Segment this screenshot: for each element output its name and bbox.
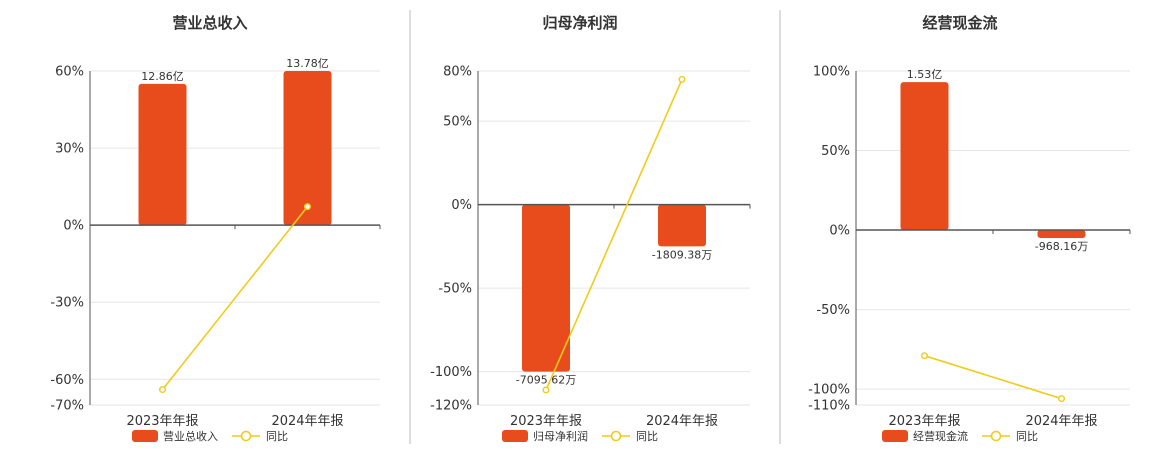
yoy-point-2 xyxy=(678,75,686,83)
legend-bar-label: 经营现金流 xyxy=(913,429,968,443)
legend-bar-label: 归母净利润 xyxy=(533,429,588,443)
x-category-label: 2023年年报 xyxy=(888,414,960,429)
yoy-point-1 xyxy=(921,352,929,360)
y-tick-label: -50% xyxy=(438,282,472,297)
y-tick-label: 0% xyxy=(829,224,850,239)
bar-2 xyxy=(658,204,706,247)
chart-panel-2: 归母净利润 80% 50% 0% -50% -100% -120% -7095.62万 -180… xyxy=(430,14,751,443)
yoy-point-2 xyxy=(1057,395,1065,403)
legend-line-label: 同比 xyxy=(636,430,658,443)
bar-data-label: -968.16万 xyxy=(1035,240,1088,253)
yoy-line xyxy=(924,354,1062,400)
bar-2 xyxy=(1037,230,1086,238)
y-tick-label: -50% xyxy=(816,303,850,318)
chart-title: 经营现金流 xyxy=(922,14,997,32)
yoy-point-2 xyxy=(304,203,312,211)
legend-bar-label: 营业总收入 xyxy=(163,429,218,443)
yoy-line xyxy=(545,79,683,391)
bar-1 xyxy=(522,204,570,372)
chart-panel-1: 营业总收入 60% 30% 0% -30% -60% -70% 12.86亿 13.78亿 202… xyxy=(50,14,381,443)
y-tick-label: -100% xyxy=(430,365,472,380)
y-tick-label: 50% xyxy=(821,144,850,159)
bar-1 xyxy=(138,83,187,226)
chart-title: 营业总收入 xyxy=(172,14,247,32)
y-tick-label: 80% xyxy=(443,65,472,80)
y-tick-label: 0% xyxy=(63,219,84,234)
bar-1 xyxy=(900,82,949,231)
y-tick-label: -120% xyxy=(430,399,472,414)
x-category-label: 2023年年报 xyxy=(510,414,582,429)
legend-line-marker xyxy=(610,430,622,442)
y-tick-label: 30% xyxy=(55,142,84,157)
x-category-label: 2024年年报 xyxy=(646,414,718,429)
legend-bar-swatch xyxy=(132,430,158,442)
yoy-line xyxy=(161,206,309,391)
yoy-point-1 xyxy=(158,386,166,394)
y-tick-label: -70% xyxy=(50,399,84,414)
x-category-label: 2024年年报 xyxy=(271,414,343,429)
x-category-label: 2024年年报 xyxy=(1025,414,1097,429)
y-tick-label: -30% xyxy=(50,296,84,311)
bar-data-label: 1.53亿 xyxy=(907,68,943,81)
chart-title: 归母净利润 xyxy=(542,14,617,32)
bar-data-label: -1809.38万 xyxy=(652,248,712,261)
y-tick-label: 0% xyxy=(451,198,472,213)
legend-line-marker xyxy=(990,430,1002,442)
x-category-label: 2023年年报 xyxy=(126,414,198,429)
y-tick-label: -100% xyxy=(808,383,850,398)
bar-2 xyxy=(283,71,332,226)
y-tick-label: -60% xyxy=(50,373,84,388)
y-tick-label: 100% xyxy=(813,65,850,80)
legend-line-label: 同比 xyxy=(266,430,288,443)
legend-line-marker xyxy=(240,430,252,442)
bar-data-label: -7095.62万 xyxy=(516,374,576,387)
chart-panel-3: 经营现金流 100% 50% 0% -50% -100%-110% 1.53亿 -968.16… xyxy=(808,14,1131,443)
y-tick-label: 60% xyxy=(55,65,84,80)
bar-data-label: 12.86亿 xyxy=(141,70,184,83)
legend-bar-swatch xyxy=(502,430,528,442)
y-tick-label: 50% xyxy=(443,115,472,130)
legend-line-label: 同比 xyxy=(1016,430,1038,443)
bar-data-label: 13.78亿 xyxy=(286,57,329,70)
legend-bar-swatch xyxy=(882,430,908,442)
y-tick-label: -110% xyxy=(808,399,850,414)
yoy-point-1 xyxy=(542,386,550,394)
